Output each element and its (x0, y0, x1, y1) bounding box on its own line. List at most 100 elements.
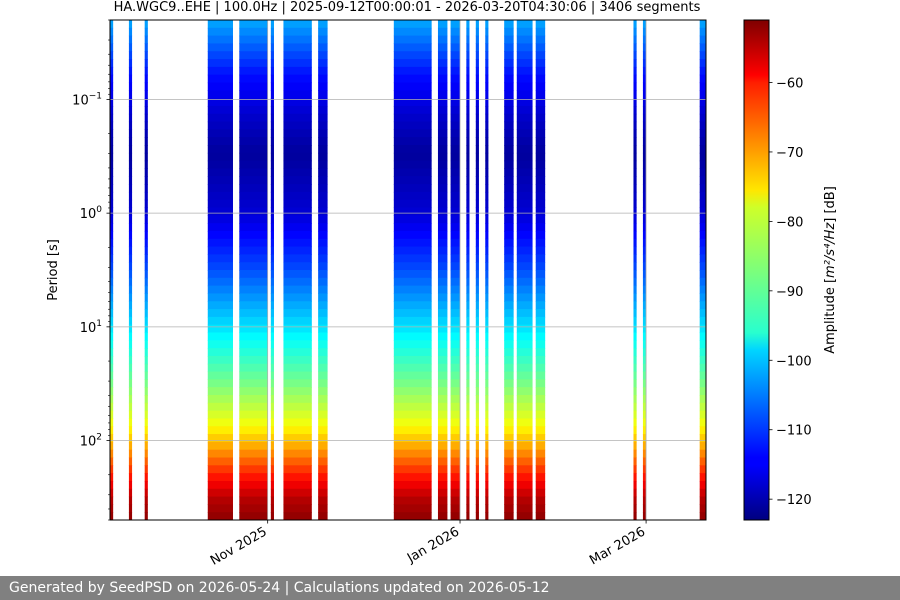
psd-cell (466, 363, 470, 373)
psd-cell (633, 27, 637, 37)
psd-cell (144, 199, 148, 209)
psd-cell (504, 316, 514, 326)
psd-cell (239, 145, 268, 154)
psd-cell (504, 215, 514, 224)
psd-cell (699, 82, 706, 91)
psd-cell (504, 418, 514, 427)
psd-cell (642, 82, 647, 91)
psd-cell (207, 27, 233, 37)
psd-cell (633, 207, 637, 216)
psd-cell (699, 473, 706, 482)
psd-cell (270, 277, 274, 287)
psd-cell (475, 168, 479, 177)
psd-cell (270, 20, 274, 29)
psd-cell (699, 277, 706, 287)
psd-cell (485, 480, 489, 490)
psd-cell (485, 74, 489, 84)
psd-cell (144, 293, 148, 302)
psd-cell (270, 434, 274, 443)
psd-cell (318, 418, 328, 427)
psd-cell (207, 82, 233, 91)
psd-cell (485, 441, 489, 451)
psd-cell (475, 238, 479, 248)
psd-cell (128, 332, 133, 341)
psd-cell (318, 309, 328, 318)
psd-cell (128, 395, 133, 404)
psd-cell (239, 402, 268, 412)
psd-cell (437, 355, 448, 365)
psd-cell (393, 426, 432, 435)
psd-cell (393, 395, 432, 404)
psd-cell (633, 129, 637, 138)
psd-cell (516, 137, 533, 146)
psd-cell (699, 152, 706, 162)
psd-cell (699, 332, 706, 341)
psd-cell (466, 43, 470, 52)
psd-cell (144, 51, 148, 60)
psd-cell (270, 473, 274, 482)
psd-cell (393, 449, 432, 459)
psd-cell (516, 473, 533, 482)
psd-cell (516, 145, 533, 154)
psd-cell (485, 434, 489, 443)
psd-cell (128, 316, 133, 326)
psd-cell (466, 348, 470, 357)
psd-cell (485, 285, 489, 295)
psd-cell (504, 98, 514, 107)
psd-cell (128, 74, 133, 84)
psd-cell (393, 176, 432, 185)
psd-cell (207, 480, 233, 490)
psd-cell (466, 496, 470, 505)
psd-cell (535, 332, 546, 341)
psd-cell (128, 82, 133, 91)
psd-cell (450, 402, 461, 412)
psd-cell (516, 340, 533, 349)
psd-cell (144, 426, 148, 435)
psd-cell (144, 270, 148, 279)
psd-cell (207, 371, 233, 380)
psd-cell (633, 316, 637, 326)
psd-cell (128, 246, 133, 255)
psd-cell (535, 152, 546, 162)
psd-cell (270, 176, 274, 185)
psd-cell (110, 105, 114, 115)
psd-cell (504, 176, 514, 185)
psd-cell (110, 473, 114, 482)
psd-cell (535, 113, 546, 123)
psd-cell (504, 43, 514, 52)
psd-cell (144, 504, 148, 513)
psd-cell (318, 504, 328, 513)
psd-cell (110, 348, 114, 357)
psd-cell (516, 457, 533, 466)
psd-cell (466, 324, 470, 334)
psd-cell (207, 324, 233, 334)
psd-cell (466, 293, 470, 302)
psd-cell (485, 379, 489, 388)
psd-cell (642, 262, 647, 271)
psd-cell (437, 324, 448, 334)
psd-cell (128, 465, 133, 474)
psd-cell (475, 199, 479, 209)
psd-cell (437, 348, 448, 357)
psd-cell (516, 434, 533, 443)
psd-cell (485, 504, 489, 513)
psd-cell (283, 199, 312, 209)
psd-cell (239, 35, 268, 45)
psd-cell (110, 270, 114, 279)
psd-cell (485, 426, 489, 435)
psd-cell (318, 410, 328, 420)
psd-cell (504, 207, 514, 216)
psd-cell (270, 410, 274, 420)
psd-cell (450, 207, 461, 216)
psd-cell (144, 457, 148, 466)
psd-cell (699, 418, 706, 427)
psd-cell (318, 512, 328, 520)
psd-cell (699, 465, 706, 474)
psd-cell (450, 98, 461, 107)
psd-cell (239, 113, 268, 123)
psd-cell (504, 457, 514, 466)
psd-cell (110, 402, 114, 412)
psd-cell (504, 129, 514, 138)
psd-cell (207, 176, 233, 185)
psd-cell (207, 152, 233, 162)
